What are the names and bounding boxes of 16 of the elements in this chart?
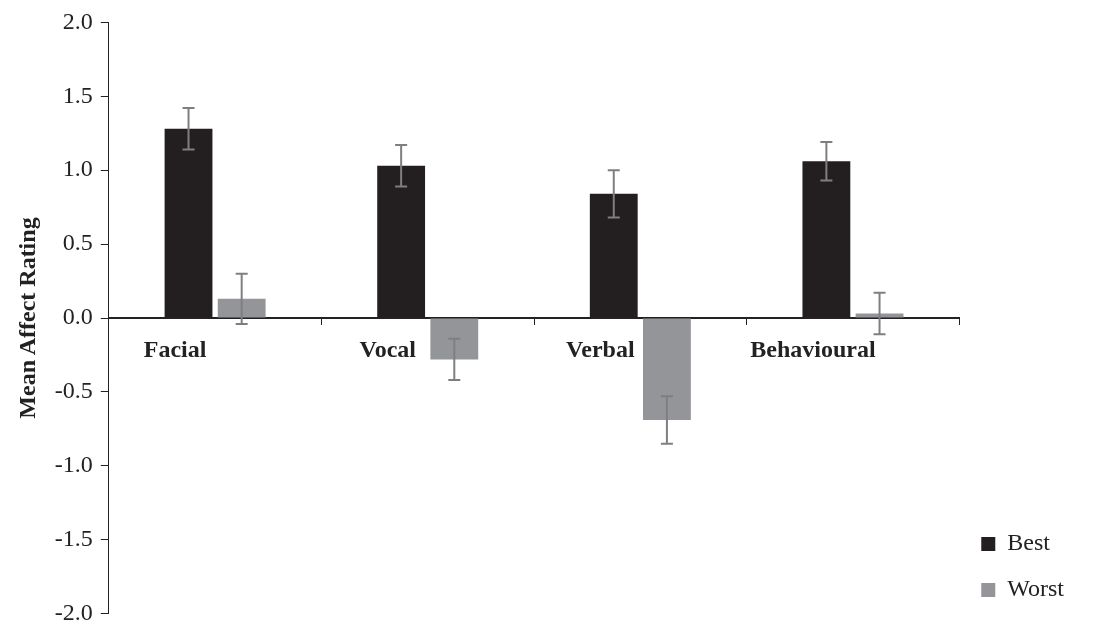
x-tick-label: Vocal bbox=[359, 335, 417, 362]
y-tick-label: 2.0 bbox=[62, 7, 93, 34]
y-tick-label: -0.5 bbox=[54, 377, 93, 404]
x-tick-label: Verbal bbox=[566, 335, 635, 362]
y-tick-label: 1.0 bbox=[62, 155, 93, 182]
y-tick-label: 1.5 bbox=[62, 81, 93, 108]
y-tick-label: 0.0 bbox=[62, 303, 93, 330]
x-tick-label: Facial bbox=[143, 335, 207, 362]
y-tick-label: -1.0 bbox=[54, 451, 93, 478]
y-tick-label: -2.0 bbox=[54, 598, 93, 625]
x-tick-label: Behavioural bbox=[750, 335, 876, 362]
y-tick-label: 0.5 bbox=[62, 229, 93, 256]
legend-label: Worst bbox=[1007, 575, 1065, 602]
y-tick-label: -1.5 bbox=[54, 525, 93, 551]
legend-label: Best bbox=[1007, 529, 1051, 556]
y-axis-title: Mean Affect Rating bbox=[13, 217, 40, 419]
